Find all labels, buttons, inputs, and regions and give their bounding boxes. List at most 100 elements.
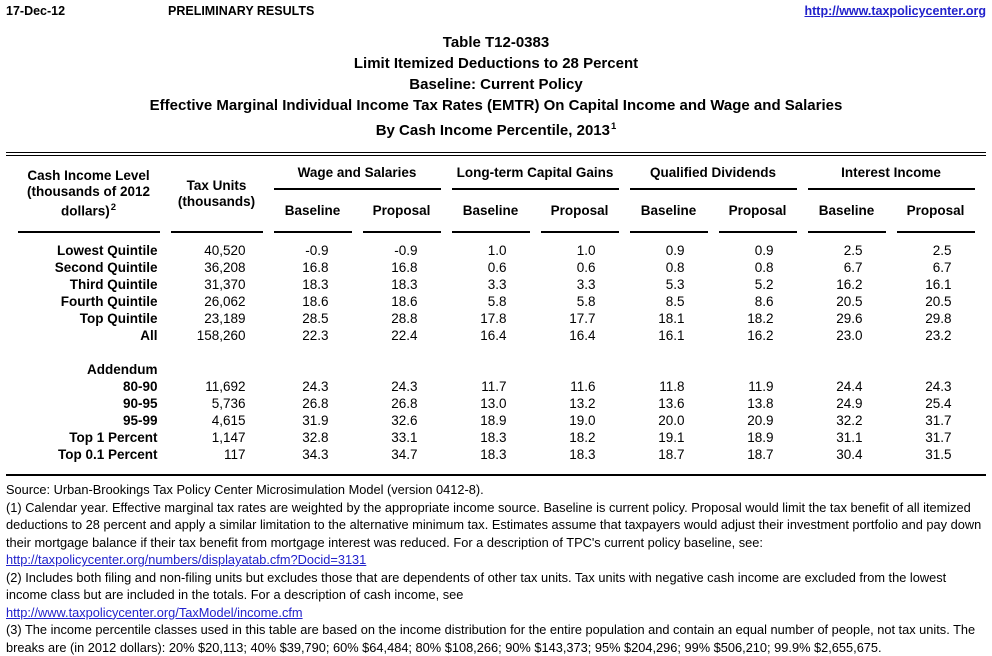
cell: 29.8 (925, 311, 952, 326)
percentile-title: By Cash Income Percentile, 20131 (6, 116, 986, 141)
cell: -0.9 (305, 243, 329, 258)
cell: 23,189 (204, 311, 246, 326)
taxpolicycenter-home-link[interactable]: http://www.taxpolicycenter.org (804, 4, 986, 18)
cell: 18.9 (747, 430, 774, 445)
cell: 1.0 (487, 243, 507, 258)
cell: 26.8 (302, 396, 329, 411)
cell: 16.4 (569, 328, 596, 343)
cell: 20.0 (658, 413, 685, 428)
cell: 24.4 (836, 379, 863, 394)
cell: 31.7 (925, 430, 952, 445)
cell: 5.2 (754, 277, 774, 292)
proposal-title: Limit Itemized Deductions to 28 Percent (353, 55, 639, 72)
cell: 28.8 (391, 311, 418, 326)
baseline-header: Baseline (451, 190, 530, 233)
group-header-qualified-dividends: Qualified Dividends (629, 157, 797, 190)
spacer-row (18, 233, 975, 242)
cell: 0.6 (487, 260, 507, 275)
cell: 8.6 (754, 294, 774, 309)
cell: 18.9 (480, 413, 507, 428)
cell: 5.3 (665, 277, 685, 292)
cell: 24.3 (391, 379, 418, 394)
cell: 31.7 (925, 413, 952, 428)
cell: 11.9 (748, 379, 774, 394)
cell: 0.9 (665, 243, 685, 258)
cell: 0.9 (754, 243, 774, 258)
cash-income-description-link[interactable]: http://www.taxpolicycenter.org/TaxModel/… (6, 604, 303, 620)
row-label: Second Quintile (54, 260, 158, 275)
cell: 34.3 (302, 447, 329, 462)
preliminary-results-label: PRELIMINARY RESULTS (168, 4, 315, 18)
source-note: Source: Urban-Brookings Tax Policy Cente… (6, 482, 484, 497)
cell: 31.9 (302, 413, 329, 428)
cell: 16.2 (836, 277, 863, 292)
cell: 18.2 (747, 311, 774, 326)
cell: 13.6 (658, 396, 685, 411)
cell: 34.7 (391, 447, 418, 462)
cell: 26.8 (391, 396, 418, 411)
cell: 11.6 (570, 379, 596, 394)
group-header-long-term-capital-gains: Long-term Capital Gains (451, 157, 619, 190)
cell: 36,208 (204, 260, 246, 275)
table-row: Second Quintile 36,208 16.8 16.8 0.6 0.6… (18, 259, 975, 276)
table-row: Third Quintile 31,370 18.3 18.3 3.3 3.3 … (18, 276, 975, 293)
row-label: All (140, 328, 158, 343)
footnote-2: (2) Includes both filing and non-filing … (6, 569, 947, 603)
tax-units-header: Tax Units (thousands) (170, 157, 263, 233)
cell: 30.4 (836, 447, 863, 462)
cell: 18.7 (658, 447, 685, 462)
cell: 40,520 (204, 243, 246, 258)
header-group-row: Cash Income Level (thousands of 2012 dol… (17, 157, 975, 233)
cell: 1,147 (211, 430, 246, 445)
cell: 32.8 (302, 430, 329, 445)
cell: 158,260 (196, 328, 246, 343)
cell: 18.3 (391, 277, 418, 292)
baseline-title: Baseline: Current Policy (409, 76, 583, 93)
cell: 16.8 (302, 260, 329, 275)
cell: 18.6 (391, 294, 418, 309)
cell: 3.3 (487, 277, 507, 292)
table-row: All 158,260 22.3 22.4 16.4 16.4 16.1 16.… (18, 327, 975, 344)
cell: 0.8 (754, 260, 774, 275)
cell: 6.7 (932, 260, 952, 275)
cell: 8.5 (665, 294, 685, 309)
cash-income-level-header: Cash Income Level (thousands of 2012 dol… (17, 157, 160, 233)
cell: 18.3 (569, 447, 596, 462)
row-label: Third Quintile (69, 277, 158, 292)
cell: 3.3 (576, 277, 596, 292)
title-block: Table T12-0383 Limit Itemized Deductions… (6, 32, 986, 141)
table-row: Top 1 Percent 1,147 32.8 33.1 18.3 18.2 … (18, 429, 975, 446)
cell: 18.2 (569, 430, 596, 445)
cell: 19.0 (569, 413, 596, 428)
table-row: 95-99 4,615 31.9 32.6 18.9 19.0 20.0 20.… (18, 412, 975, 429)
cell: 19.1 (658, 430, 685, 445)
row-label: Top 1 Percent (69, 430, 158, 445)
cell: 26,062 (204, 294, 246, 309)
measure-title: Effective Marginal Individual Income Tax… (149, 97, 843, 114)
table-row: 80-90 11,692 24.3 24.3 11.7 11.6 11.8 11… (18, 378, 975, 395)
cell: 11.8 (659, 379, 685, 394)
table-row: Top Quintile 23,189 28.5 28.8 17.8 17.7 … (18, 310, 975, 327)
group-header-interest-income: Interest Income (807, 157, 975, 190)
cell: 5,736 (211, 396, 246, 411)
row-label: Fourth Quintile (60, 294, 158, 309)
cell: 22.3 (302, 328, 329, 343)
baseline-description-link[interactable]: http://taxpolicycenter.org/numbers/displ… (6, 552, 367, 567)
cell: 1.0 (576, 243, 596, 258)
addendum-heading-row: Addendum (18, 361, 975, 378)
report-date: 17-Dec-12 (6, 4, 66, 18)
table-row: 90-95 5,736 26.8 26.8 13.0 13.2 13.6 13.… (18, 395, 975, 412)
proposal-header: Proposal (362, 190, 441, 233)
footnote-ref-1: 1 (610, 121, 617, 132)
cell: 16.8 (391, 260, 418, 275)
cell: 22.4 (391, 328, 418, 343)
row-label: Top 0.1 Percent (57, 447, 158, 462)
cell: 18.6 (302, 294, 329, 309)
cell: 2.5 (843, 243, 863, 258)
proposal-header: Proposal (718, 190, 797, 233)
cell: 6.7 (843, 260, 863, 275)
cell: 25.4 (925, 396, 952, 411)
row-label: 95-99 (122, 413, 158, 428)
cell: -0.9 (394, 243, 418, 258)
cell: 18.1 (658, 311, 685, 326)
